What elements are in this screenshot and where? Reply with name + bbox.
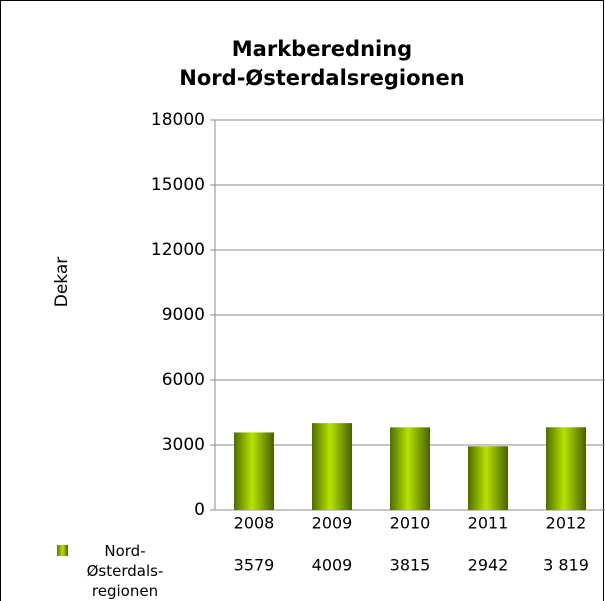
bar xyxy=(468,446,508,510)
bar xyxy=(312,423,352,510)
chart-title: Markberedning xyxy=(232,37,412,61)
legend: Nord-Østerdals-regionen xyxy=(57,541,217,601)
y-tick-label: 12000 xyxy=(151,240,205,260)
y-tick-label: 15000 xyxy=(151,175,205,195)
y-tick-label: 9000 xyxy=(162,305,205,325)
bar xyxy=(234,432,274,510)
legend-key xyxy=(57,545,68,556)
data-table-value: 3579 xyxy=(234,556,275,575)
y-tick-label: 18000 xyxy=(151,110,205,130)
y-tick-label: 3000 xyxy=(162,435,205,455)
x-tick-label: 2010 xyxy=(390,514,431,533)
data-table-value: 3 819 xyxy=(543,556,589,575)
data-table-value: 2942 xyxy=(468,556,509,575)
data-table-value: 3815 xyxy=(390,556,431,575)
x-tick-label: 2012 xyxy=(546,514,587,533)
y-tick-label: 6000 xyxy=(162,370,205,390)
data-table-value: 4009 xyxy=(312,556,353,575)
legend-label: Nord-Østerdals-regionen xyxy=(86,542,164,600)
y-tick-label: 0 xyxy=(194,500,205,520)
x-tick-label: 2009 xyxy=(312,514,353,533)
bar xyxy=(546,427,586,510)
chart-title: Nord-Østerdalsregionen xyxy=(179,66,464,90)
bar xyxy=(390,427,430,510)
x-tick-label: 2011 xyxy=(468,514,509,533)
x-tick-label: 2008 xyxy=(234,514,275,533)
y-axis-label: Dekar xyxy=(52,257,72,308)
